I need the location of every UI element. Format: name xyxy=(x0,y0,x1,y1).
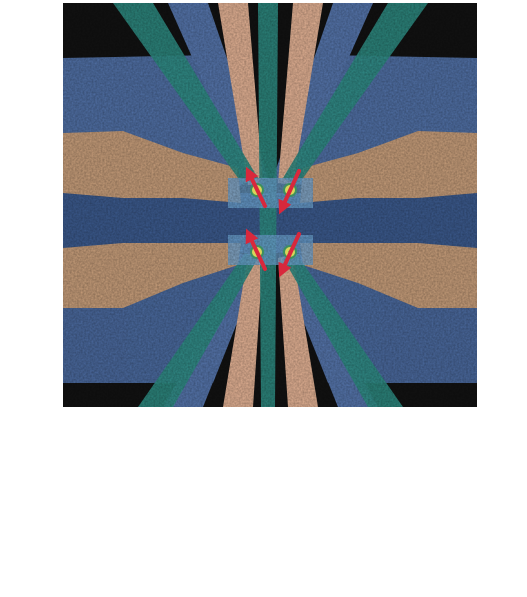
spin-arrow-icon xyxy=(278,169,301,215)
spin-arrow-icon xyxy=(278,232,301,278)
spin-arrow-icon xyxy=(245,228,267,271)
spin-arrow-icon xyxy=(245,166,267,208)
surface-texture xyxy=(63,3,477,407)
spin-arrows xyxy=(245,166,301,278)
device-micrograph xyxy=(63,3,477,407)
blank-area xyxy=(0,410,527,597)
